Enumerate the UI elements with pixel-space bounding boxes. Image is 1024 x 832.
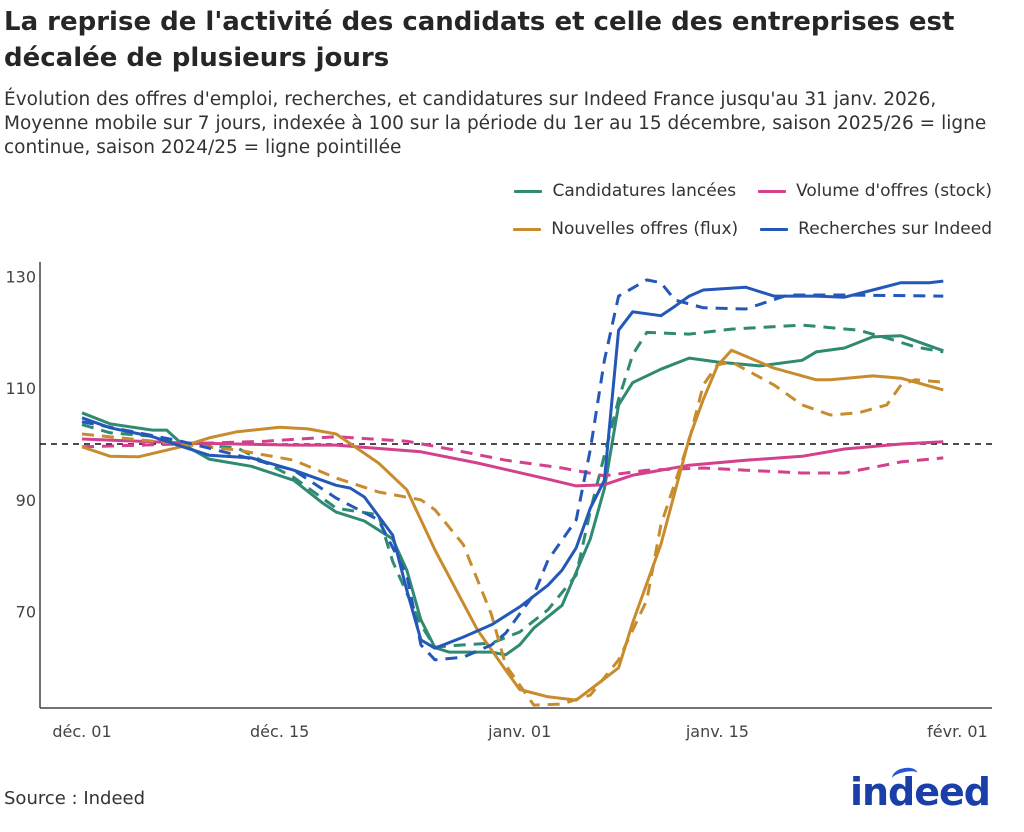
- series-line-recherches-sur-indeed-2025-26: [81, 279, 944, 650]
- legend-item-nouvelles-offres: Nouvelles offres (flux): [513, 219, 738, 239]
- legend-item-volume-offres: Volume d'offres (stock): [758, 181, 992, 201]
- y-tick-label: 130: [5, 268, 36, 287]
- legend-label: Nouvelles offres (flux): [551, 219, 739, 239]
- chart-title: La reprise de l'activité des candidats e…: [4, 7, 955, 73]
- legend-swatch: [514, 189, 543, 193]
- x-tick-label: janv. 01: [487, 722, 551, 741]
- legend-swatch: [513, 227, 542, 231]
- legend-item-candidatures: Candidatures lancées: [514, 181, 736, 201]
- x-tick-label: janv. 15: [685, 722, 749, 741]
- series-line-nouvelles-offres-flux-2024-25: [81, 360, 944, 707]
- series-line-volume-d-offres-stock-2024-25: [81, 435, 944, 478]
- series-line-candidatures-lancees-2025-26: [81, 334, 944, 657]
- legend-item-recherches: Recherches sur Indeed: [760, 219, 992, 239]
- legend-swatch: [760, 227, 789, 231]
- chart-subtitle: Évolution des offres d'emploi, recherche…: [4, 89, 987, 158]
- legend-label: Volume d'offres (stock): [796, 181, 992, 201]
- y-tick-label: 70: [16, 602, 36, 621]
- y-tick-label: 110: [5, 379, 36, 398]
- x-tick-label: déc. 15: [250, 722, 309, 741]
- legend-swatch: [758, 189, 787, 193]
- x-tick-label: déc. 01: [52, 722, 111, 741]
- x-tick-label: févr. 01: [927, 722, 988, 741]
- series-line-nouvelles-offres-flux-2025-26: [81, 348, 944, 702]
- series-line-volume-d-offres-stock-2025-26: [81, 437, 944, 488]
- legend-label: Recherches sur Indeed: [798, 219, 992, 239]
- legend: Candidatures lancées Volume d'offres (st…: [491, 172, 992, 248]
- indeed-logo: indeed: [849, 770, 991, 814]
- series-line-candidatures-lancees-2024-25: [81, 323, 944, 649]
- y-tick-label: 90: [16, 491, 36, 510]
- source-note: Source : Indeed: [4, 788, 146, 809]
- series-line-recherches-sur-indeed-2024-25: [81, 278, 944, 662]
- legend-label: Candidatures lancées: [552, 181, 737, 201]
